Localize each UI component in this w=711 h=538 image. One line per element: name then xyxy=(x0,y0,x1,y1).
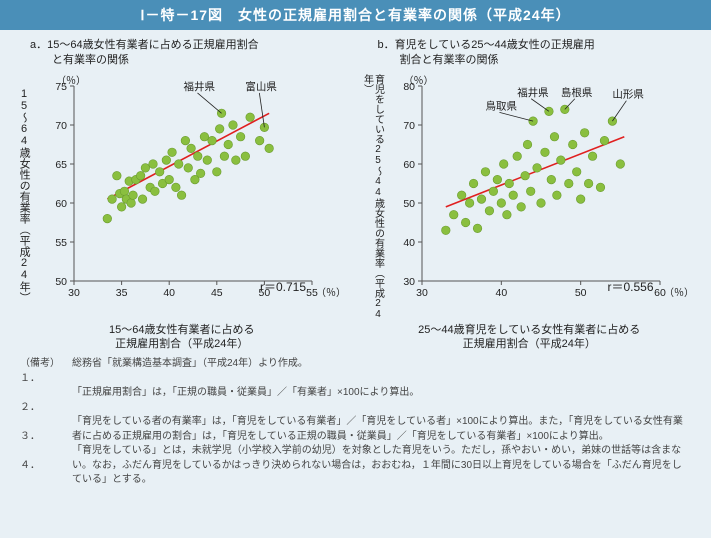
chart-a-svg: 505560657075303540455055（％）福井県富山県 xyxy=(12,70,342,305)
chart-a-y-unit: （％） xyxy=(56,72,86,87)
chart-a-r: r＝0.715 xyxy=(260,278,306,295)
chart-b-svg: 30405060708030405060（％）鳥取県福井県島根県山形県 xyxy=(360,70,690,305)
svg-text:山形県: 山形県 xyxy=(612,88,644,100)
svg-text:50: 50 xyxy=(574,287,586,299)
charts-row: a．15～64歳女性有業者に占める正規雇用割合 と有業率の関係 （％） 15～6… xyxy=(0,30,711,351)
note-row: ２．「正規雇用割合」は，「正規の職員・従業員」／「有業者」×100により算出。 xyxy=(20,386,691,415)
figure-title: Ⅰ－特－17図 女性の正規雇用割合と有業率の関係（平成24年） xyxy=(0,0,711,30)
chart-a-x-label-l2: 正規雇用割合（平成24年） xyxy=(12,337,352,351)
chart-b-x-label: 25～44歳育児をしている女性有業者に占める 正規雇用割合（平成24年） xyxy=(360,323,700,352)
chart-a-subtitle: a．15～64歳女性有業者に占める正規雇用割合 と有業率の関係 xyxy=(30,38,352,68)
svg-text:35: 35 xyxy=(116,287,128,299)
svg-text:富山県: 富山県 xyxy=(245,80,277,93)
svg-text:45: 45 xyxy=(211,287,223,299)
svg-text:50: 50 xyxy=(403,198,415,210)
figure-container: Ⅰ－特－17図 女性の正規雇用割合と有業率の関係（平成24年） a．15～64歳… xyxy=(0,0,711,538)
chart-b-subtitle: b．育児をしている25～44歳女性の正規雇用 割合と有業率の関係 xyxy=(378,38,700,68)
svg-text:鳥取県: 鳥取県 xyxy=(485,99,517,112)
note-row: ３．「育児をしている者の有業率」は，「育児をしている有業者」／「育児をしている者… xyxy=(20,415,691,444)
note-number: ３． xyxy=(20,415,72,444)
svg-text:30: 30 xyxy=(68,287,80,299)
svg-text:40: 40 xyxy=(495,287,507,299)
chart-a-y-label: 15～64歳女性の有業率（平成24年） xyxy=(18,88,30,303)
chart-b-y-label: 育児をしている25～44歳女性の有業率（平成24年） xyxy=(362,74,384,325)
notes-block: （備考）１．総務省「就業構造基本調査」（平成24年）より作成。 ２．「正規雇用割… xyxy=(0,351,711,496)
note-text: 「育児をしている者の有業率」は，「育児をしている有業者」／「育児をしている者」×… xyxy=(72,415,691,444)
svg-text:30: 30 xyxy=(403,276,415,288)
svg-text:（％）: （％） xyxy=(664,287,690,299)
svg-text:50: 50 xyxy=(55,276,67,288)
svg-text:65: 65 xyxy=(55,159,67,171)
note-row: ４．「育児をしている」とは，未就学児（小学校入学前の幼児）を対象とした育児をいう… xyxy=(20,444,691,488)
chart-b-r: r＝0.556 xyxy=(607,278,653,295)
chart-b-column: b．育児をしている25～44歳女性の正規雇用 割合と有業率の関係 （％） 育児を… xyxy=(360,36,700,351)
svg-text:60: 60 xyxy=(55,198,67,210)
chart-a-x-label: 15～64歳女性有業者に占める 正規雇用割合（平成24年） xyxy=(12,323,352,352)
note-row: （備考）１．総務省「就業構造基本調査」（平成24年）より作成。 xyxy=(20,357,691,386)
svg-text:70: 70 xyxy=(403,120,415,132)
svg-text:福井県: 福井県 xyxy=(517,85,549,98)
chart-a-x-label-l1: 15～64歳女性有業者に占める xyxy=(12,323,352,337)
svg-text:島根県: 島根県 xyxy=(560,85,592,98)
chart-b-x-label-l2: 正規雇用割合（平成24年） xyxy=(360,337,700,351)
svg-text:40: 40 xyxy=(163,287,175,299)
svg-text:40: 40 xyxy=(403,237,415,249)
chart-b-x-label-l1: 25～44歳育児をしている女性有業者に占める xyxy=(360,323,700,337)
note-number: （備考）１． xyxy=(20,357,72,386)
note-text: 総務省「就業構造基本調査」（平成24年）より作成。 xyxy=(72,357,691,386)
chart-b-y-unit: （％） xyxy=(404,72,434,87)
svg-text:55: 55 xyxy=(55,237,67,249)
svg-text:70: 70 xyxy=(55,120,67,132)
svg-text:福井県: 福井県 xyxy=(183,80,215,93)
chart-a-wrap: （％） 15～64歳女性の有業率（平成24年） 5055606570753035… xyxy=(12,70,342,325)
svg-text:30: 30 xyxy=(416,287,428,299)
svg-text:60: 60 xyxy=(403,159,415,171)
chart-a-column: a．15～64歳女性有業者に占める正規雇用割合 と有業率の関係 （％） 15～6… xyxy=(12,36,352,351)
svg-text:（％）: （％） xyxy=(316,287,342,299)
note-text: 「正規雇用割合」は，「正規の職員・従業員」／「有業者」×100により算出。 xyxy=(72,386,691,415)
chart-b-wrap: （％） 育児をしている25～44歳女性の有業率（平成24年） 30 40 50 60 7… xyxy=(360,70,690,325)
note-text: 「育児をしている」とは，未就学児（小学校入学前の幼児）を対象とした育児をいう。た… xyxy=(72,444,691,488)
note-number: ２． xyxy=(20,386,72,415)
note-number: ４． xyxy=(20,444,72,488)
